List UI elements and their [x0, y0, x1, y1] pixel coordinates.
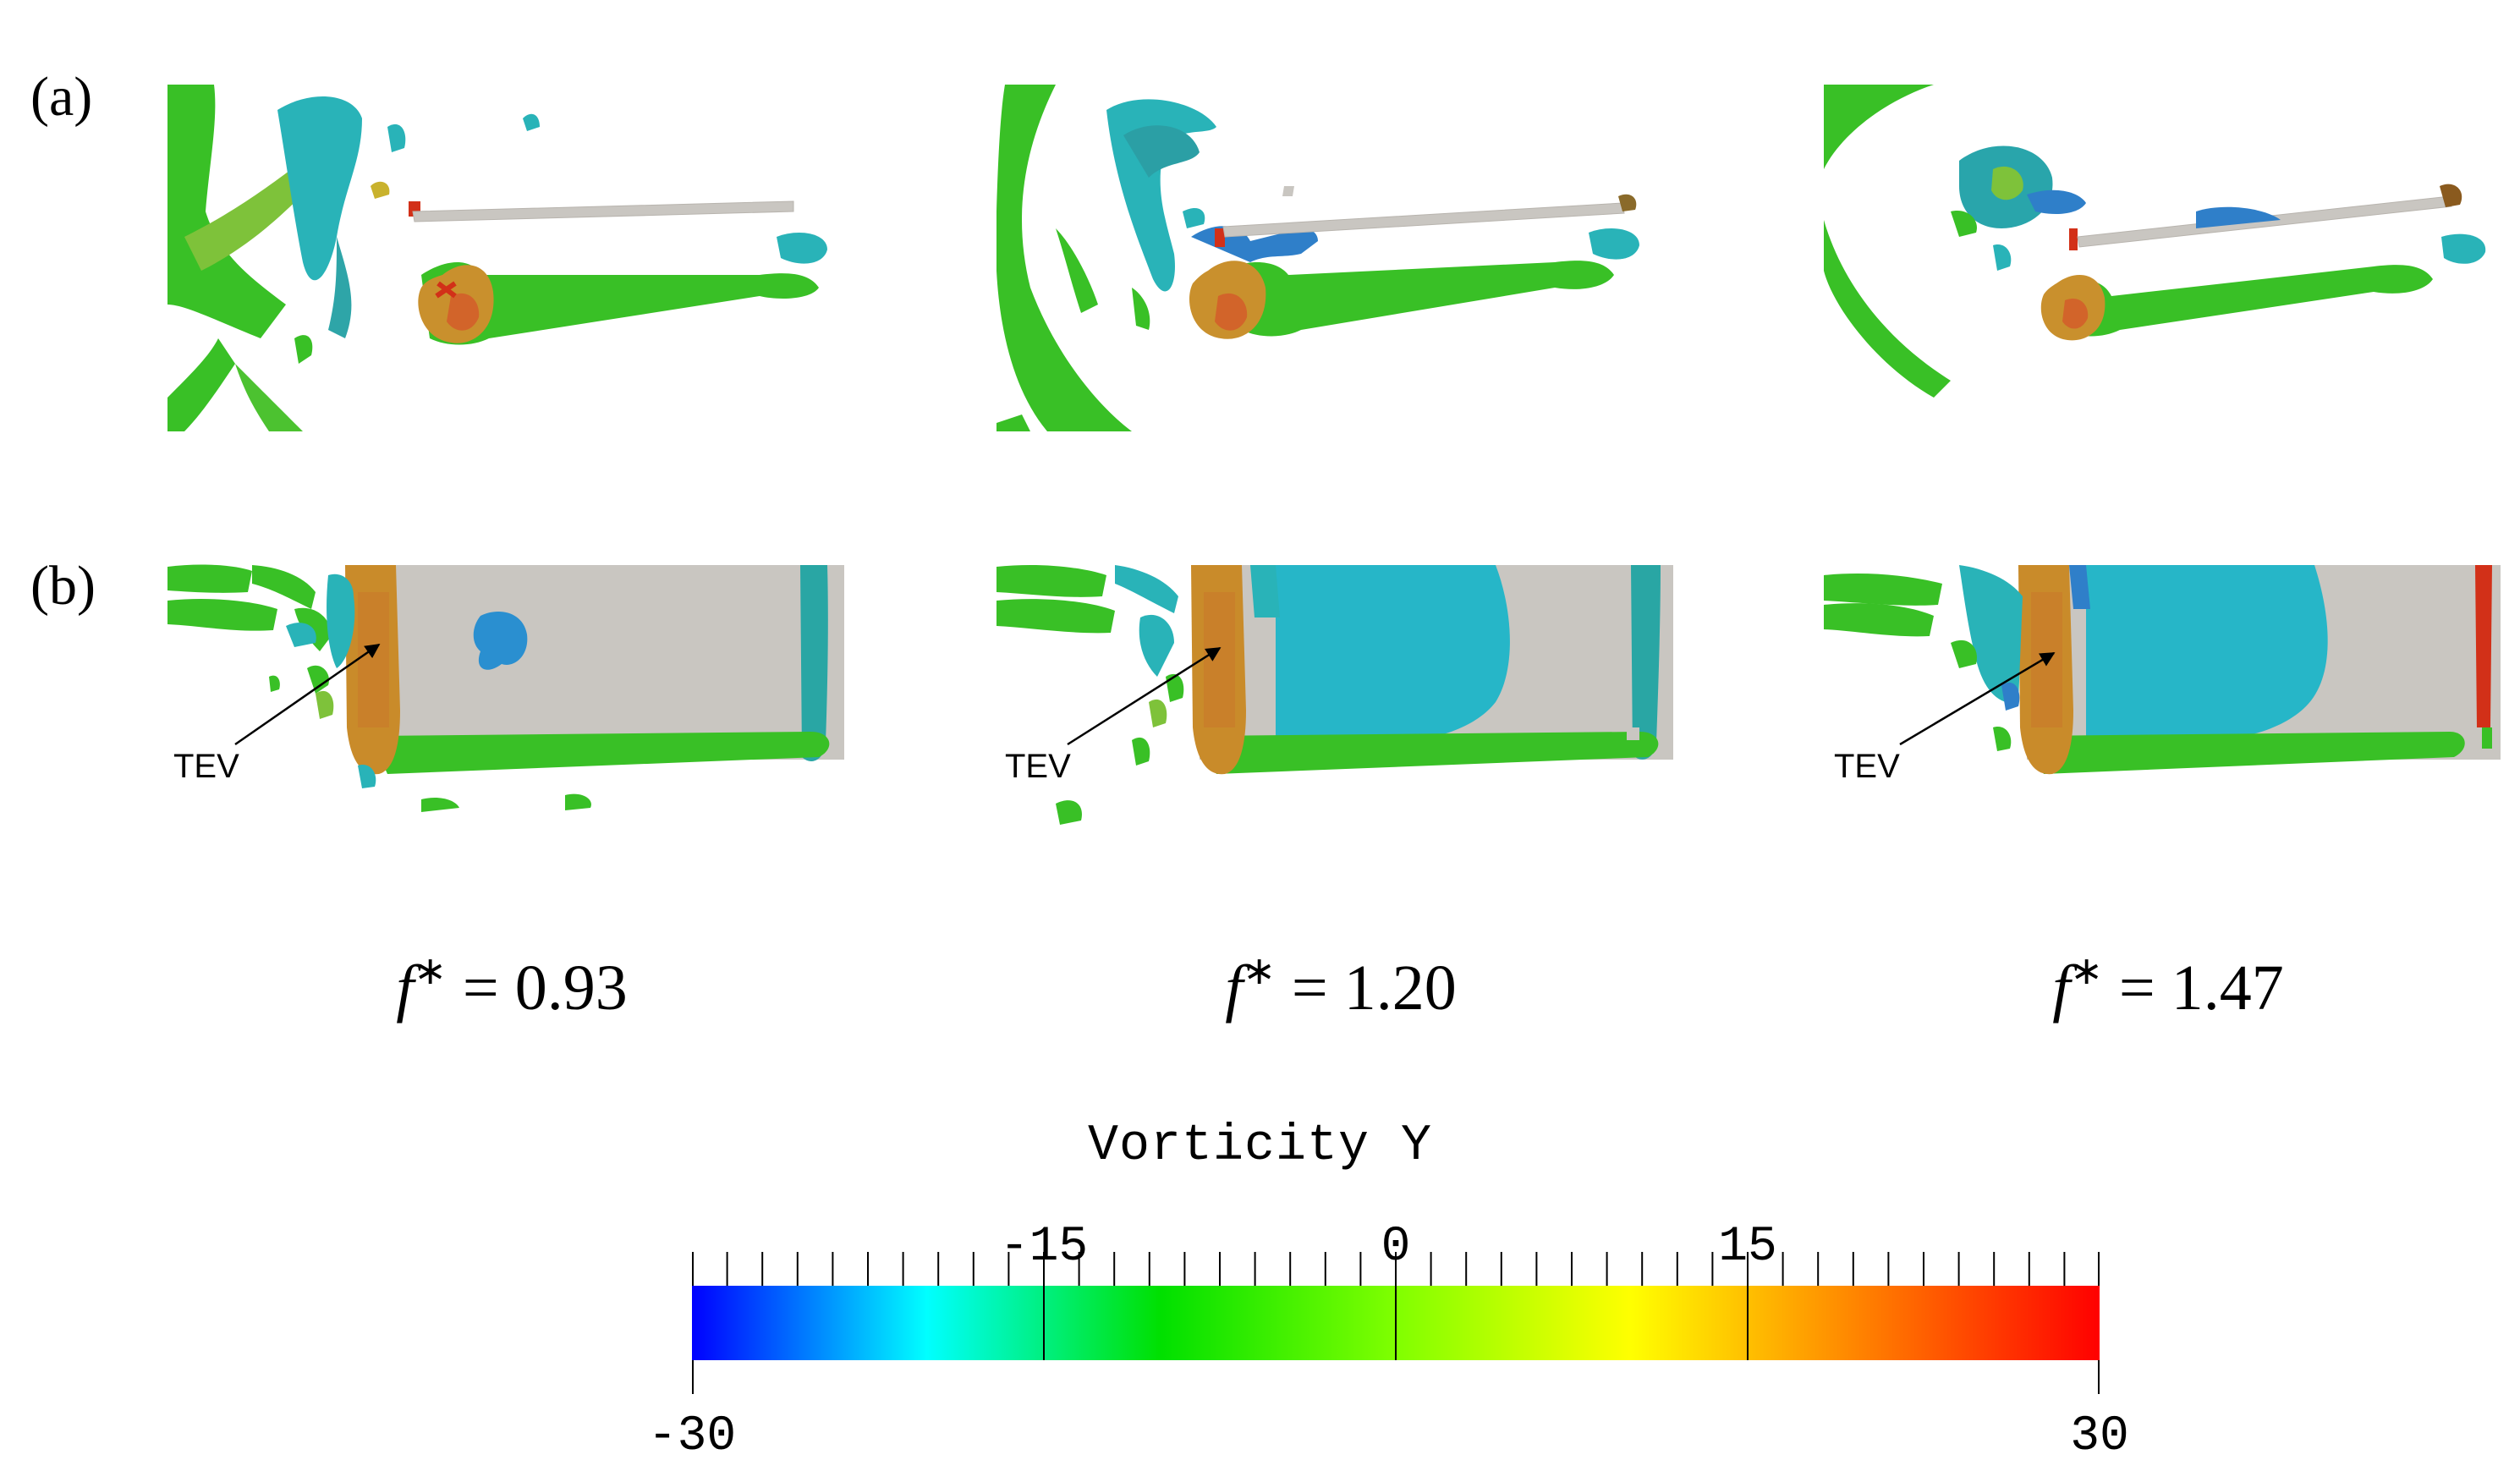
isosurface-a-3: [1824, 85, 2486, 398]
freq-label-1: f∗ = 0.93: [396, 949, 628, 1024]
colorbar-title: Vorticity Y: [1087, 1117, 1433, 1175]
tev-label-2: TEV: [1005, 748, 1071, 785]
row-label-a: (a): [30, 66, 93, 128]
panel-a-1: [167, 85, 844, 431]
tev-label-1: TEV: [173, 748, 239, 785]
freq-label-2: f∗ = 1.20: [1225, 949, 1457, 1024]
colorbar-ticks: [692, 1252, 2100, 1394]
panel-b-3: [1824, 558, 2501, 905]
tev-label-3: TEV: [1834, 748, 1900, 785]
isosurface-b-2: [996, 565, 1673, 825]
row-label-b: (b): [30, 555, 96, 617]
freq-label-3: f∗ = 1.47: [2052, 949, 2284, 1024]
isosurface-a-2: [996, 85, 1639, 431]
isosurface-a-1: [167, 85, 827, 431]
panel-b-1: [167, 558, 844, 905]
panel-b-2: [996, 558, 1673, 905]
isosurface-b-1: [167, 564, 844, 812]
panel-a-2: [996, 85, 1673, 431]
colorbar-label-max: 30: [2070, 1409, 2129, 1464]
isosurface-b-3: [1824, 565, 2501, 775]
panel-a-3: [1824, 85, 2501, 431]
colorbar-label-min: -30: [647, 1409, 737, 1464]
